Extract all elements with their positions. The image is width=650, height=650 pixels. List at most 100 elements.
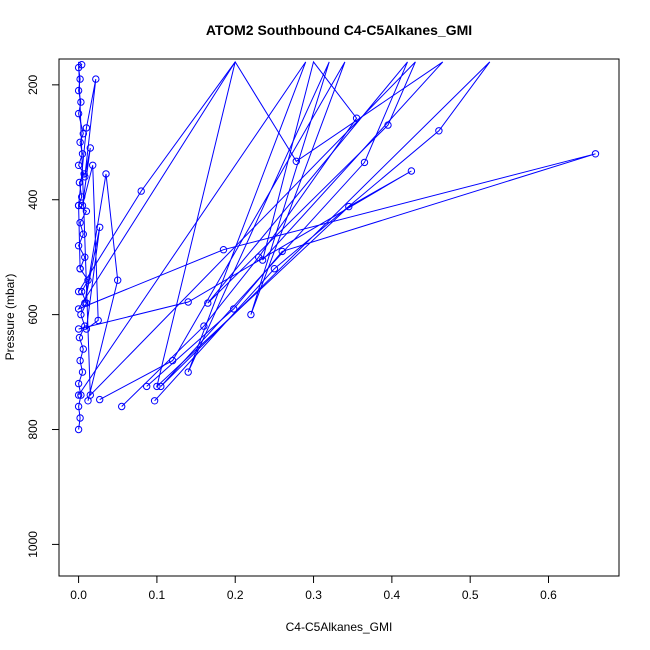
data-point <box>74 242 83 250</box>
x-tick-label: 0.4 <box>384 588 401 602</box>
data-point <box>74 402 83 411</box>
data-point <box>78 368 87 376</box>
data-point <box>74 86 83 95</box>
data-point <box>137 187 145 195</box>
data-point <box>77 98 85 106</box>
x-tick-label: 0.6 <box>540 588 557 602</box>
data-point <box>230 305 238 313</box>
data-point <box>78 287 86 296</box>
data-point <box>84 276 92 284</box>
data-point <box>82 124 91 132</box>
data-point <box>74 325 83 333</box>
data-point <box>184 368 192 376</box>
series-line-2 <box>78 79 119 401</box>
data-point <box>150 397 159 405</box>
y-tick-label: 800 <box>26 419 40 439</box>
data-point <box>79 130 88 138</box>
data-point <box>79 345 88 353</box>
data-point <box>75 333 84 342</box>
data-point <box>96 223 104 232</box>
plot-frame <box>58 58 620 577</box>
data-point <box>74 379 83 388</box>
data-point <box>74 425 83 434</box>
data-point <box>74 305 83 313</box>
data-point <box>219 246 228 254</box>
data-point <box>81 253 89 261</box>
data-point <box>75 178 84 187</box>
y-axis: 200 400 600 800 1000 <box>26 75 60 558</box>
data-point <box>74 161 83 170</box>
chart-title: ATOM2 Southbound C4-C5Alkanes_GMI <box>206 22 472 38</box>
series-line-3 <box>78 60 444 407</box>
data-point <box>114 276 122 284</box>
data-point <box>153 382 161 391</box>
data-point <box>200 322 208 330</box>
series-line-4 <box>77 61 596 388</box>
data-point <box>79 230 88 238</box>
data-point <box>352 114 361 122</box>
series-line-5 <box>78 61 491 402</box>
data-point <box>86 391 95 399</box>
data-point <box>258 256 267 264</box>
data-point <box>92 75 100 83</box>
data-point <box>81 173 89 181</box>
data-point <box>270 265 279 273</box>
series-lines <box>77 60 596 430</box>
data-point <box>143 382 151 391</box>
data-point <box>96 395 104 404</box>
data-point <box>247 310 255 319</box>
data-point <box>82 325 91 333</box>
data-point <box>80 170 88 178</box>
x-tick-label: 0.3 <box>305 588 322 602</box>
data-point <box>94 316 102 325</box>
data-point <box>435 127 443 135</box>
data-point <box>76 356 84 365</box>
x-tick-label: 0.0 <box>70 588 87 602</box>
x-tick-label: 0.2 <box>227 588 244 602</box>
y-axis-label: Pressure (mbar) <box>3 274 17 361</box>
data-point <box>76 414 84 422</box>
data-point <box>76 219 84 227</box>
data-point <box>81 299 89 307</box>
data-point <box>384 121 392 129</box>
series-line-1 <box>78 61 89 430</box>
y-tick-label: 600 <box>26 304 40 324</box>
data-point <box>74 391 83 399</box>
data-point <box>89 161 97 170</box>
data-point <box>204 299 212 307</box>
data-point <box>78 193 86 201</box>
data-point <box>168 356 177 365</box>
data-point <box>86 144 95 152</box>
y-tick-label: 400 <box>26 189 40 209</box>
data-point <box>77 391 85 399</box>
data-point <box>74 287 83 296</box>
data-point <box>102 170 110 178</box>
x-axis-label: C4-C5Alkanes_GMI <box>286 620 393 634</box>
data-point <box>78 201 87 210</box>
data-point <box>157 382 165 391</box>
data-point <box>76 75 84 83</box>
data-point <box>74 109 83 118</box>
x-axis: 0.0 0.1 0.2 0.3 0.4 0.5 0.6 <box>70 575 557 602</box>
data-point <box>591 150 600 158</box>
x-tick-label: 0.1 <box>149 588 166 602</box>
data-point <box>407 167 416 175</box>
x-tick-label: 0.5 <box>462 588 479 602</box>
series-points <box>74 60 600 434</box>
data-point <box>78 60 86 69</box>
data-point <box>78 150 87 158</box>
data-point <box>76 138 84 147</box>
data-point <box>360 158 369 167</box>
data-point <box>278 247 286 256</box>
data-point <box>118 402 126 411</box>
data-point <box>82 207 91 215</box>
data-point <box>292 157 300 166</box>
y-tick-label: 1000 <box>26 531 40 558</box>
data-point <box>74 201 83 210</box>
data-point <box>76 265 84 273</box>
series-line-6 <box>78 61 346 401</box>
data-point <box>345 202 353 211</box>
y-tick-label: 200 <box>26 75 40 95</box>
data-point <box>184 298 192 306</box>
